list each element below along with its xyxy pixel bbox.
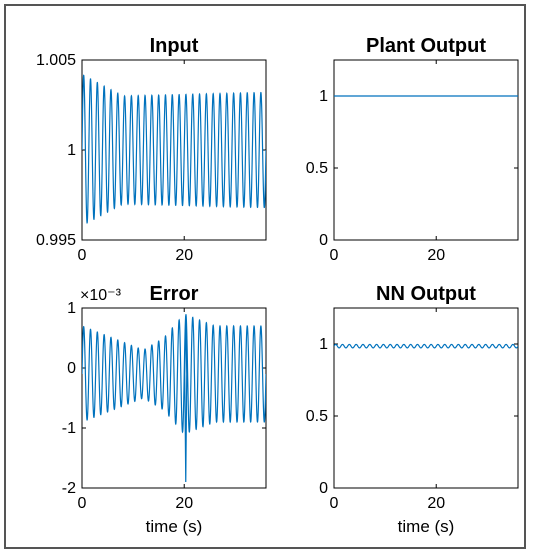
error-ytick-label: 1	[67, 300, 76, 317]
error-series-line	[82, 313, 266, 483]
error-xtick-label: 0	[78, 495, 87, 512]
nn-output-panel: NN Output 0 0.5 1 0 20 time (s)	[306, 283, 519, 536]
plant-output-xtick-label: 0	[330, 247, 339, 264]
input-ytick-label: 1.005	[36, 52, 76, 69]
nn-output-xtick-label: 0	[330, 495, 339, 512]
figure-frame	[4, 4, 526, 549]
input-ytick-label: 1	[67, 142, 76, 159]
nn-output-title: NN Output	[376, 283, 476, 305]
input-panel: Input 0.995 1 1.005 0 20	[36, 35, 267, 264]
error-xlabel: time (s)	[146, 517, 203, 536]
error-ytick-label: -2	[62, 480, 76, 497]
plant-output-ytick-label: 1	[319, 88, 328, 105]
plant-output-axes-box	[333, 59, 519, 241]
error-xtick-label: 20	[175, 495, 193, 512]
nn-output-ytick-label: 0	[319, 480, 328, 497]
error-ytick-label: 0	[67, 360, 76, 377]
nn-output-ytick-label: 0.5	[306, 408, 328, 425]
nn-output-series-line	[334, 343, 518, 349]
nn-output-xlabel: time (s)	[398, 517, 455, 536]
error-ytick-label: -1	[62, 420, 76, 437]
nn-output-ytick-label: 1	[319, 336, 328, 353]
nn-output-axes-box	[333, 307, 519, 489]
plant-output-ytick-label: 0	[319, 232, 328, 249]
nn-output-xtick-label: 20	[427, 495, 445, 512]
error-exponent-label: ×10⁻³	[80, 287, 122, 304]
plant-output-title: Plant Output	[366, 35, 486, 57]
input-xtick-label: 0	[78, 247, 87, 264]
error-title: Error	[150, 283, 199, 305]
plant-output-xtick-label: 20	[427, 247, 445, 264]
input-ytick-label: 0.995	[36, 232, 76, 249]
plant-output-ytick-label: 0.5	[306, 160, 328, 177]
input-series-line	[82, 74, 266, 224]
input-xtick-label: 20	[175, 247, 193, 264]
input-title: Input	[150, 35, 199, 57]
plant-output-panel: Plant Output 0 0.5 1 0 20	[306, 35, 519, 264]
